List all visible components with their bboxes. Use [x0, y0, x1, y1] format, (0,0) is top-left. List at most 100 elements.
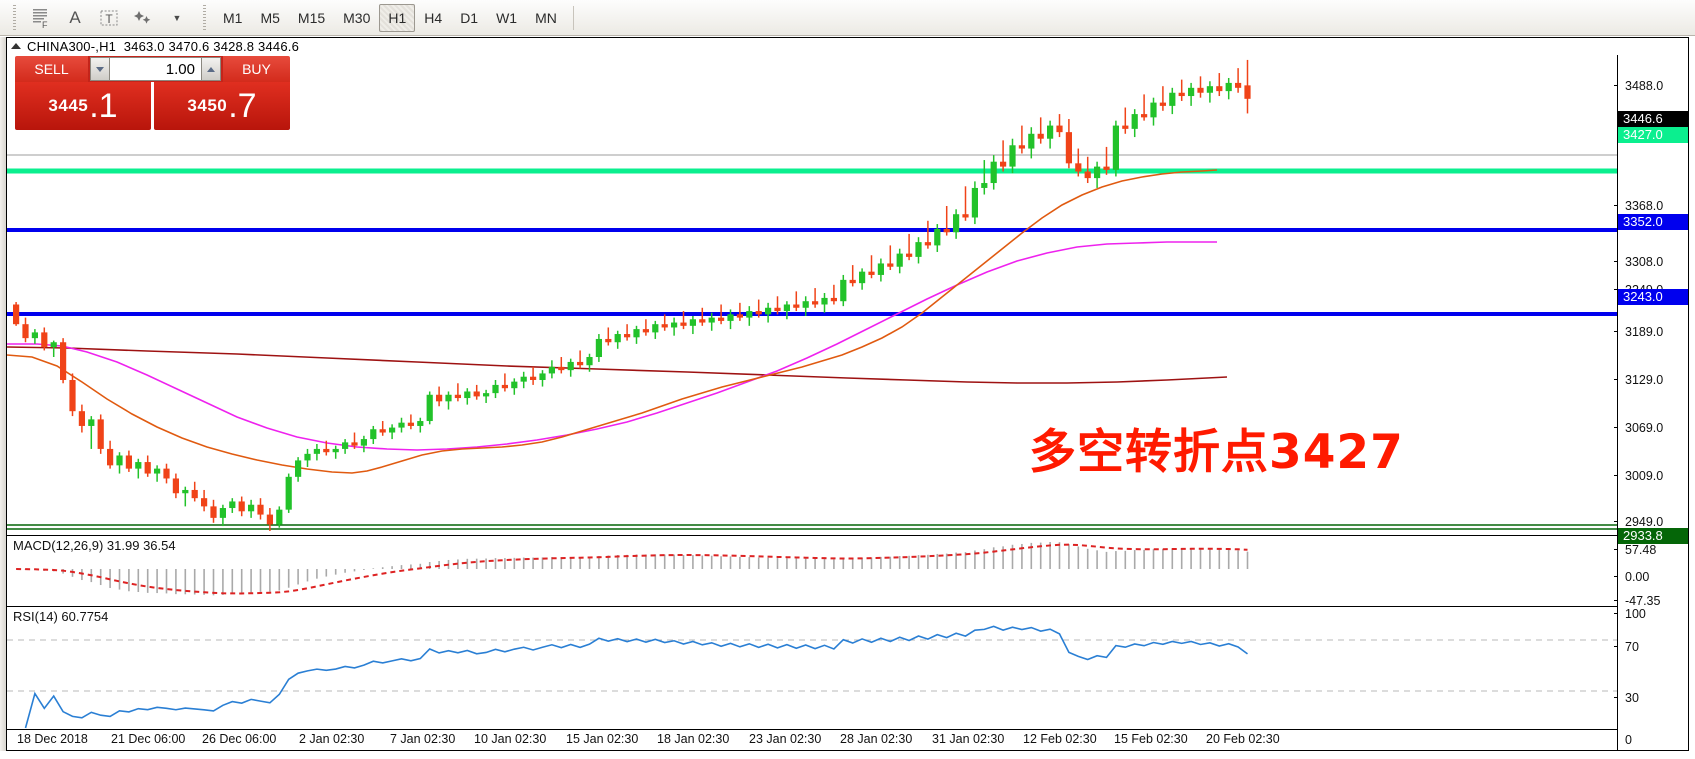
rsi-axis-30: 30	[1614, 691, 1688, 705]
candle-body	[1150, 102, 1157, 118]
price-scale[interactable]: 3488.0 3446.6 3427.0 3368.0 3352.0 3308.…	[1614, 55, 1688, 750]
candle-body	[1206, 86, 1213, 93]
macd-title: MACD(12,26,9) 31.99 36.54	[13, 538, 180, 553]
candle-body	[1018, 145, 1025, 149]
tab-timeframe-h1[interactable]: H1	[379, 3, 416, 32]
tab-timeframe-h4[interactable]: H4	[424, 9, 443, 26]
candle-body	[60, 342, 67, 380]
candle-body	[821, 297, 828, 305]
chevron-down-icon[interactable]: ▼	[172, 12, 182, 23]
candle-body	[107, 448, 114, 466]
volume-input[interactable]: 1.00	[110, 57, 201, 81]
time-scale[interactable]: 18 Dec 2018 21 Dec 06:00 26 Dec 06:00 2 Jan…	[7, 729, 1617, 750]
candle-body	[116, 455, 123, 466]
price-tick-3368: 3368.0	[1614, 199, 1688, 213]
buy-label[interactable]: BUY	[223, 56, 290, 82]
candle-body	[661, 324, 668, 328]
sell-label[interactable]: SELL	[15, 56, 88, 82]
text-a-icon[interactable]: A	[69, 7, 81, 27]
candle-body	[50, 342, 57, 348]
candle-body	[407, 422, 414, 426]
candle-body	[718, 317, 725, 321]
price-pane[interactable]: 多空转折点3427	[7, 55, 1617, 531]
chart-window[interactable]: CHINA300-,H1 3463.0 3470.6 3428.8 3446.6	[6, 37, 1689, 751]
candle-body	[1178, 92, 1185, 97]
candle-body	[266, 514, 273, 525]
candle-body	[332, 448, 339, 453]
tab-timeframe-m15[interactable]: M15	[297, 9, 326, 26]
time-tick: 12 Feb 02:30	[1023, 732, 1097, 746]
svg-text:T: T	[105, 12, 113, 26]
macd-axis-max: 57.48	[1614, 543, 1688, 557]
candle-body	[1112, 125, 1119, 170]
tab-timeframe-mn[interactable]: MN	[535, 9, 557, 26]
collapse-triangle-icon[interactable]	[11, 43, 21, 49]
candle-body	[689, 319, 696, 326]
candle-body	[539, 373, 546, 380]
price-tick-3488: 3488.0	[1614, 79, 1688, 93]
volume-increase-button[interactable]	[201, 57, 221, 81]
candle-body	[1225, 82, 1232, 92]
candle-body	[1000, 161, 1007, 167]
candle-body	[464, 391, 471, 399]
candle-body	[473, 391, 480, 397]
candle-body	[990, 161, 997, 184]
candle-body	[1244, 85, 1251, 99]
tab-timeframe-m1[interactable]: M1	[223, 9, 243, 26]
volume-decrease-button[interactable]	[90, 57, 110, 81]
candle-body	[436, 394, 443, 402]
candle-body	[97, 419, 104, 449]
candle-body	[88, 419, 95, 426]
candle-body	[483, 393, 490, 397]
candle-body	[652, 324, 659, 333]
candle-body	[859, 271, 866, 284]
buy-price-button[interactable]: 3450 .7	[154, 82, 290, 130]
candle-body	[370, 429, 377, 440]
candle-body	[981, 183, 988, 188]
candle-body	[135, 462, 142, 469]
macd-pane[interactable]: MACD(12,26,9) 31.99 36.54	[7, 535, 1617, 602]
sell-price-button[interactable]: 3445 .1	[15, 82, 151, 130]
candle-body	[868, 271, 875, 275]
chart-annotation-text: 多空转折点3427	[1029, 425, 1404, 480]
rsi-axis-100: 100	[1614, 607, 1688, 621]
candle-body	[586, 357, 593, 366]
candle-body	[1075, 163, 1082, 172]
candle-body	[501, 384, 508, 389]
candle-body	[323, 448, 330, 453]
toolbar-drag-handle[interactable]	[10, 4, 20, 31]
tab-timeframe-w1[interactable]: W1	[496, 9, 518, 26]
volume-stepper[interactable]: 1.00	[88, 56, 223, 82]
candle-body	[765, 307, 772, 315]
text-label-icon[interactable]: T	[92, 3, 126, 33]
symbol-ohlc-text: CHINA300-,H1 3463.0 3470.6 3428.8 3446.6	[27, 39, 300, 54]
objects-icon[interactable]	[126, 3, 160, 33]
candle-body	[577, 361, 584, 366]
ma-mid-line	[7, 241, 1217, 451]
candle-body	[78, 411, 85, 426]
time-tick: 26 Dec 06:00	[202, 732, 277, 746]
window-left-gutter	[0, 37, 6, 751]
price-tick-3308: 3308.0	[1614, 255, 1688, 269]
candle-body	[708, 317, 715, 323]
timeframe-group-handle[interactable]	[200, 4, 210, 31]
candle-body	[812, 301, 819, 305]
candle-body	[849, 279, 856, 284]
candle-body	[492, 384, 499, 394]
rsi-pane[interactable]: RSI(14) 60.7754	[7, 606, 1617, 731]
tab-timeframe-d1[interactable]: D1	[460, 9, 479, 26]
time-tick: 31 Jan 02:30	[932, 732, 1005, 746]
candle-body	[238, 501, 245, 512]
buy-price-integer: 3450	[187, 96, 228, 115]
candle-body	[755, 311, 762, 315]
grid-f-icon[interactable]: F	[24, 3, 58, 33]
candle-body	[125, 455, 132, 469]
one-click-trading-panel[interactable]: SELL 1.00 BUY 3445 .1 3450 .7	[15, 56, 290, 130]
candle-body	[548, 366, 555, 374]
bid-line-badge: 2933.8	[1618, 528, 1688, 544]
time-tick: 28 Jan 02:30	[840, 732, 913, 746]
tab-timeframe-m5[interactable]: M5	[260, 9, 280, 26]
tab-timeframe-m30[interactable]: M30	[343, 9, 371, 26]
oct-top-row: SELL 1.00 BUY	[15, 56, 290, 82]
